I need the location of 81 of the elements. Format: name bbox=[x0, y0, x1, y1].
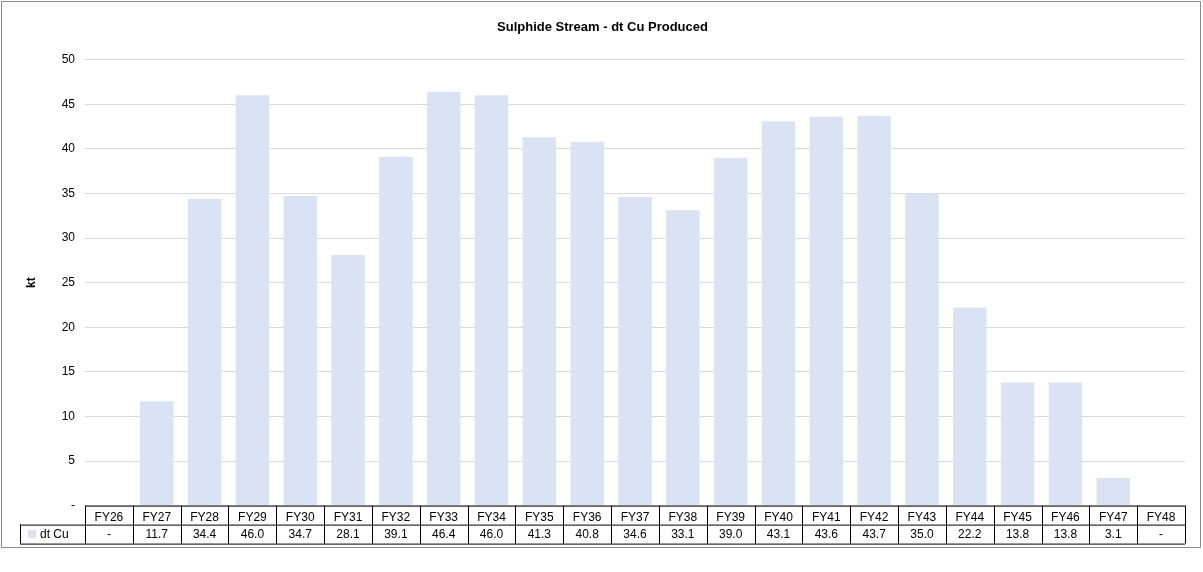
data-label: 34.7 bbox=[288, 527, 313, 542]
x-tick-label: FY46 bbox=[1051, 510, 1081, 525]
data-label: 34.6 bbox=[623, 527, 647, 542]
data-label: 39.0 bbox=[718, 527, 743, 542]
bar bbox=[1000, 382, 1035, 506]
x-tick-label: FY32 bbox=[381, 510, 411, 525]
x-tick-label: FY30 bbox=[285, 510, 315, 525]
bar bbox=[857, 115, 891, 506]
data-label: 3.1 bbox=[1104, 527, 1122, 542]
bar bbox=[331, 254, 365, 506]
bar bbox=[1096, 477, 1130, 506]
bar bbox=[953, 307, 987, 506]
bar bbox=[666, 210, 700, 506]
bar bbox=[283, 196, 317, 506]
x-tick-label: FY28 bbox=[190, 510, 220, 525]
x-tick-label: FY45 bbox=[1003, 510, 1033, 525]
bar bbox=[713, 157, 748, 506]
y-tick-label: 15 bbox=[61, 364, 76, 379]
y-tick-label: 35 bbox=[61, 185, 76, 200]
x-tick-label: FY41 bbox=[811, 510, 841, 525]
x-tick-label: FY39 bbox=[716, 510, 746, 525]
data-label: 43.1 bbox=[766, 527, 791, 542]
chart-title: Sulphide Stream - dt Cu Produced bbox=[497, 19, 709, 35]
data-label: 46.0 bbox=[240, 527, 265, 542]
x-tick-label: FY26 bbox=[94, 510, 124, 525]
bar bbox=[187, 198, 222, 506]
y-tick-label: 45 bbox=[61, 96, 76, 111]
data-label: 39.1 bbox=[384, 527, 408, 542]
x-tick-label: FY33 bbox=[429, 510, 459, 525]
data-label: 34.4 bbox=[192, 527, 217, 542]
data-label: 40.8 bbox=[575, 527, 600, 542]
x-tick-label: FY37 bbox=[620, 510, 650, 525]
bar bbox=[140, 401, 174, 506]
x-tick-label: FY27 bbox=[142, 510, 172, 525]
data-label: 13.8 bbox=[1053, 527, 1078, 542]
x-tick-label: FY48 bbox=[1146, 510, 1176, 525]
data-label: 41.3 bbox=[527, 527, 552, 542]
x-tick-label: FY44 bbox=[955, 510, 985, 525]
data-label: 28.1 bbox=[336, 527, 361, 542]
bar bbox=[1048, 382, 1083, 506]
y-tick-label: 25 bbox=[61, 274, 76, 289]
y-tick-label: - bbox=[71, 497, 75, 512]
legend-label: dt Cu bbox=[40, 527, 69, 542]
x-tick-label: FY31 bbox=[333, 510, 363, 525]
data-label: - bbox=[1159, 527, 1164, 542]
y-tick-label: 20 bbox=[61, 319, 76, 334]
x-tick-label: FY35 bbox=[525, 510, 555, 525]
x-tick-label: FY34 bbox=[477, 510, 507, 525]
bar bbox=[522, 137, 557, 506]
y-tick-label: 50 bbox=[61, 51, 76, 66]
x-tick-label: FY38 bbox=[668, 510, 698, 525]
data-label: 43.6 bbox=[814, 527, 839, 542]
x-tick-label: FY43 bbox=[907, 510, 937, 525]
y-axis-title: kt bbox=[23, 277, 38, 288]
data-label: 11.7 bbox=[145, 527, 169, 542]
bar bbox=[474, 95, 509, 506]
data-label: 46.4 bbox=[432, 527, 456, 542]
bar bbox=[570, 141, 604, 506]
x-tick-label: FY36 bbox=[572, 510, 602, 525]
data-label: 43.7 bbox=[862, 527, 887, 542]
y-tick-label: 10 bbox=[61, 408, 76, 423]
bar bbox=[905, 193, 939, 506]
bar bbox=[809, 116, 844, 506]
bar bbox=[618, 196, 652, 506]
x-tick-label: FY29 bbox=[238, 510, 268, 525]
data-label: 35.0 bbox=[910, 527, 934, 542]
bar bbox=[426, 91, 461, 506]
data-label: 22.2 bbox=[958, 527, 982, 542]
bar bbox=[761, 121, 796, 506]
y-tick-label: 40 bbox=[61, 141, 76, 156]
bar bbox=[235, 95, 270, 506]
data-label: 13.8 bbox=[1005, 527, 1030, 542]
data-label: - bbox=[106, 527, 111, 542]
x-tick-label: FY47 bbox=[1098, 510, 1128, 525]
data-label: 46.0 bbox=[479, 527, 504, 542]
data-label: 33.1 bbox=[671, 527, 695, 542]
bar bbox=[379, 156, 413, 506]
x-tick-label: FY40 bbox=[764, 510, 794, 525]
y-tick-label: 5 bbox=[68, 453, 76, 468]
y-tick-label: 30 bbox=[61, 230, 76, 245]
x-tick-label: FY42 bbox=[859, 510, 889, 525]
